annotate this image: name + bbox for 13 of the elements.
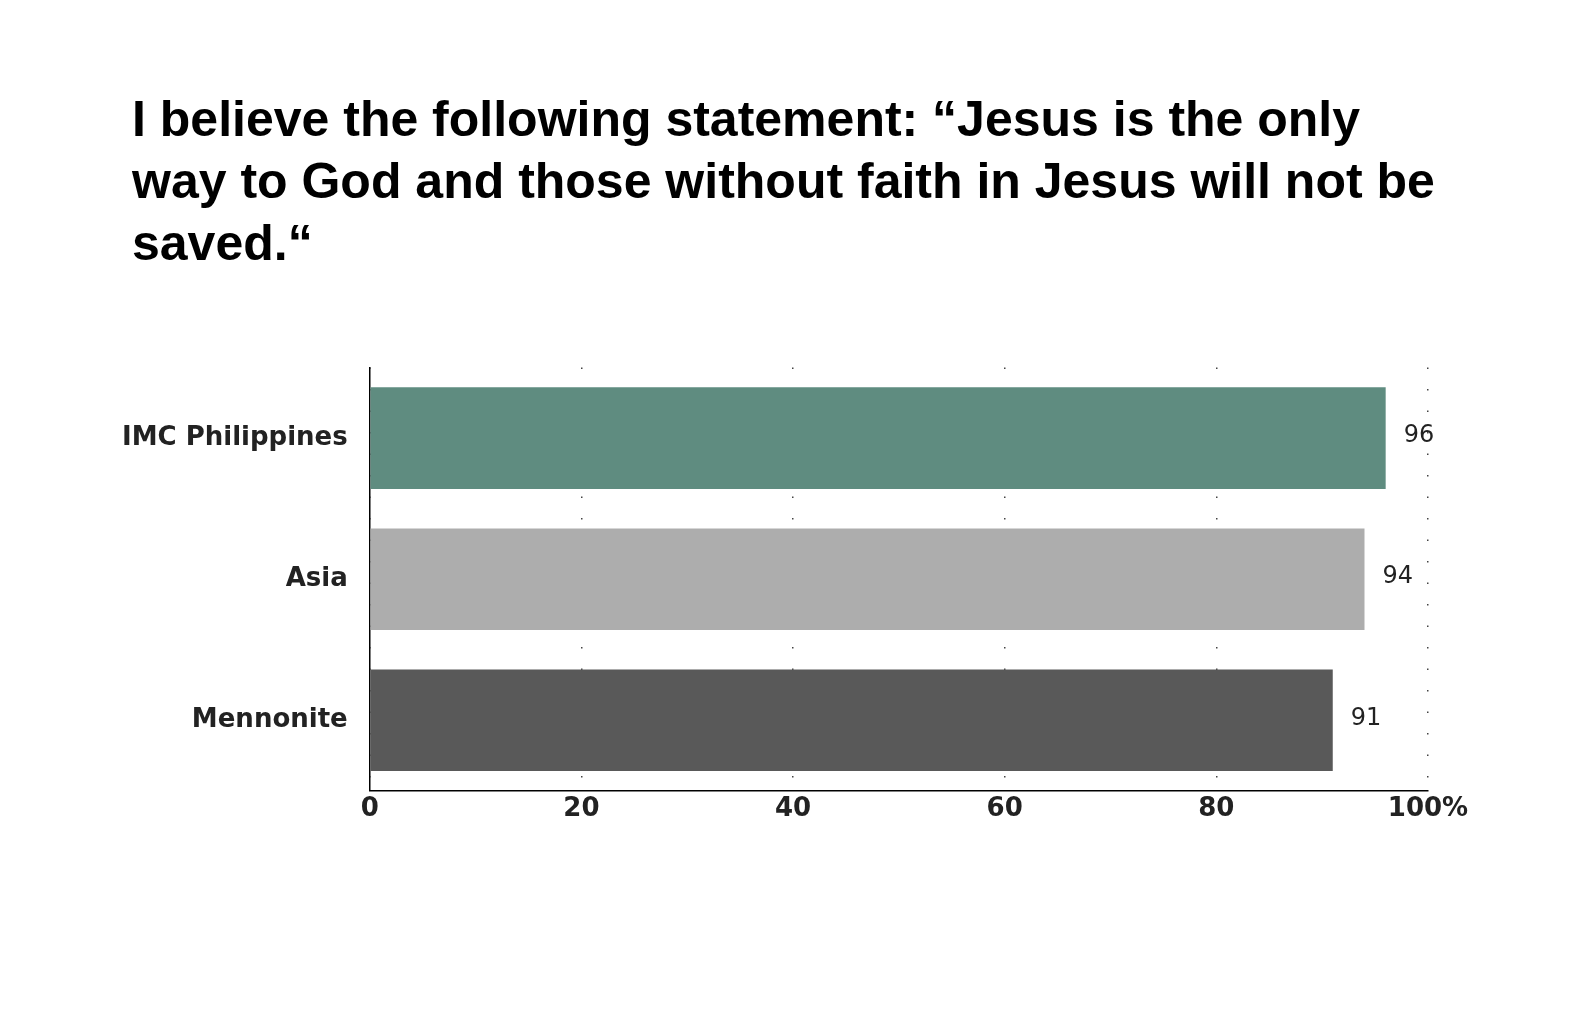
data-label: 94 (1382, 561, 1414, 590)
y-tick-label: IMC Philippines (121, 420, 348, 451)
x-tick-label: 60 (986, 792, 1023, 823)
data-label: 91 (1350, 702, 1382, 731)
chart-title: I believe the following statement: “Jesus is the only way to God and those without faith in Jesus will not be saved.“ (132, 90, 1436, 273)
x-tick-label: 0 (360, 792, 379, 823)
x-tick-label: 100% (1387, 792, 1469, 823)
data-label: 96 (1403, 420, 1435, 449)
x-tick-label: 80 (1198, 792, 1235, 823)
x-tick-label: 40 (774, 792, 812, 823)
y-tick-label: Asia (285, 561, 348, 592)
x-tick-label: 20 (563, 792, 600, 823)
y-tick-label: Mennonite (191, 703, 348, 734)
